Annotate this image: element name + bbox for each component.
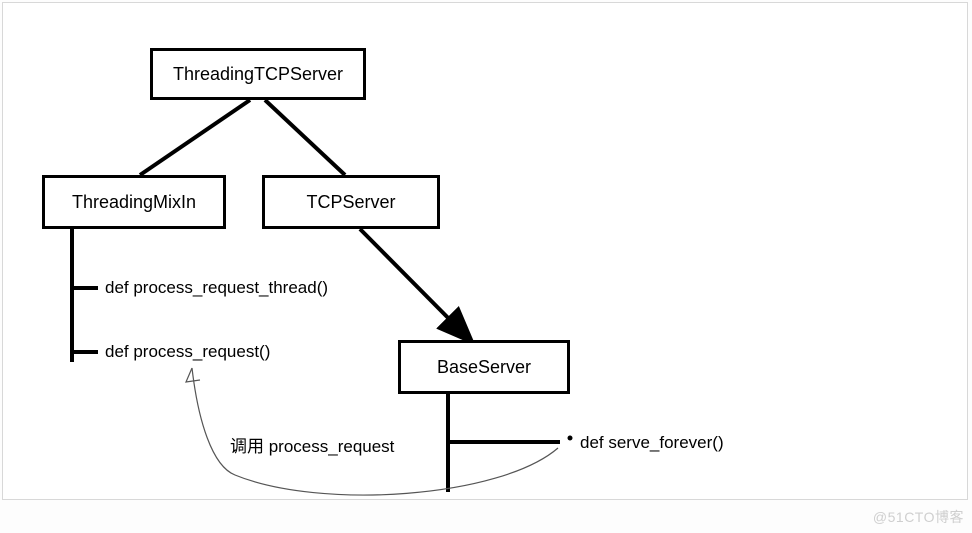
method-process-request-thread: def process_request_thread() — [105, 278, 328, 298]
node-threading-mixin: ThreadingMixIn — [42, 175, 226, 229]
method-process-request: def process_request() — [105, 342, 270, 362]
node-label: BaseServer — [437, 357, 531, 378]
node-label: TCPServer — [306, 192, 395, 213]
node-label: ThreadingTCPServer — [173, 64, 343, 85]
diagram-frame — [2, 2, 968, 500]
node-baseserver: BaseServer — [398, 340, 570, 394]
node-label: ThreadingMixIn — [72, 192, 196, 213]
annotation-call-process-request: 调用 process_request — [230, 432, 394, 457]
watermark: @51CTO博客 — [873, 507, 964, 527]
method-serve-forever: def serve_forever() — [580, 433, 724, 453]
node-tcpserver: TCPServer — [262, 175, 440, 229]
node-threading-tcpserver: ThreadingTCPServer — [150, 48, 366, 100]
